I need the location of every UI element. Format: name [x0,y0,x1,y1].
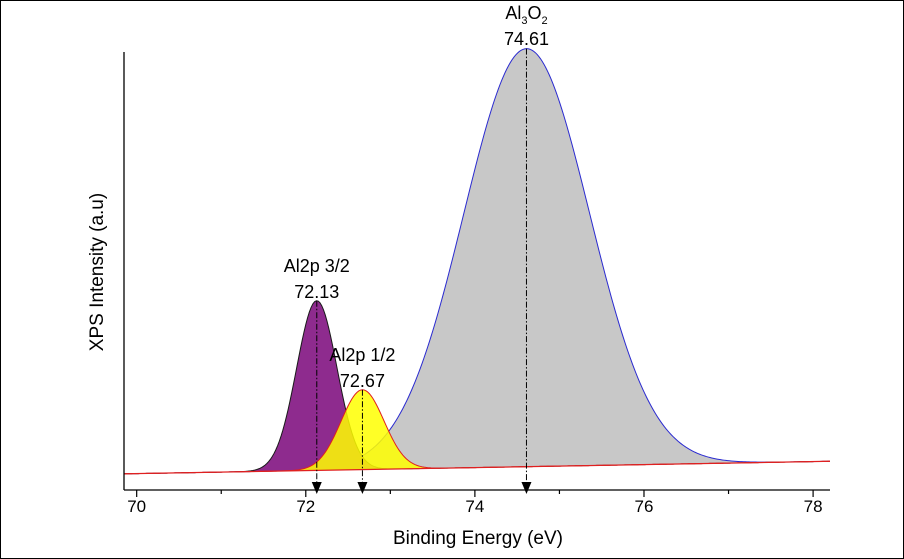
peak-value-0: 72.13 [294,282,339,302]
x-tick-label: 70 [127,497,146,516]
x-tick-label: 72 [296,497,315,516]
peak-value-1: 72.67 [340,371,385,391]
x-tick-label: 78 [804,497,823,516]
peak-fill-2 [124,48,830,474]
x-axis-label: Binding Energy (eV) [393,528,563,549]
peak-label-0: Al2p 3/2 [284,256,350,276]
peak-marker-arrow-0 [311,482,322,494]
peak-label-1: Al2p 1/2 [329,345,395,365]
x-tick-label: 74 [465,497,484,516]
peak-markers-layer [311,48,532,494]
y-axis-label: XPS Intensity (a.u) [87,193,108,351]
baseline [123,460,831,475]
axes-layer: 70 72 74 76 78 [123,52,830,516]
peak-marker-arrow-1 [357,482,368,494]
x-tick-label: 76 [635,497,654,516]
peak-fill-0 [124,300,830,474]
peak-marker-arrow-2 [521,482,532,494]
peaks-layer [123,48,831,475]
peak-value-2: 74.61 [504,29,549,49]
peak-label-2: Al3O2 [505,3,547,27]
